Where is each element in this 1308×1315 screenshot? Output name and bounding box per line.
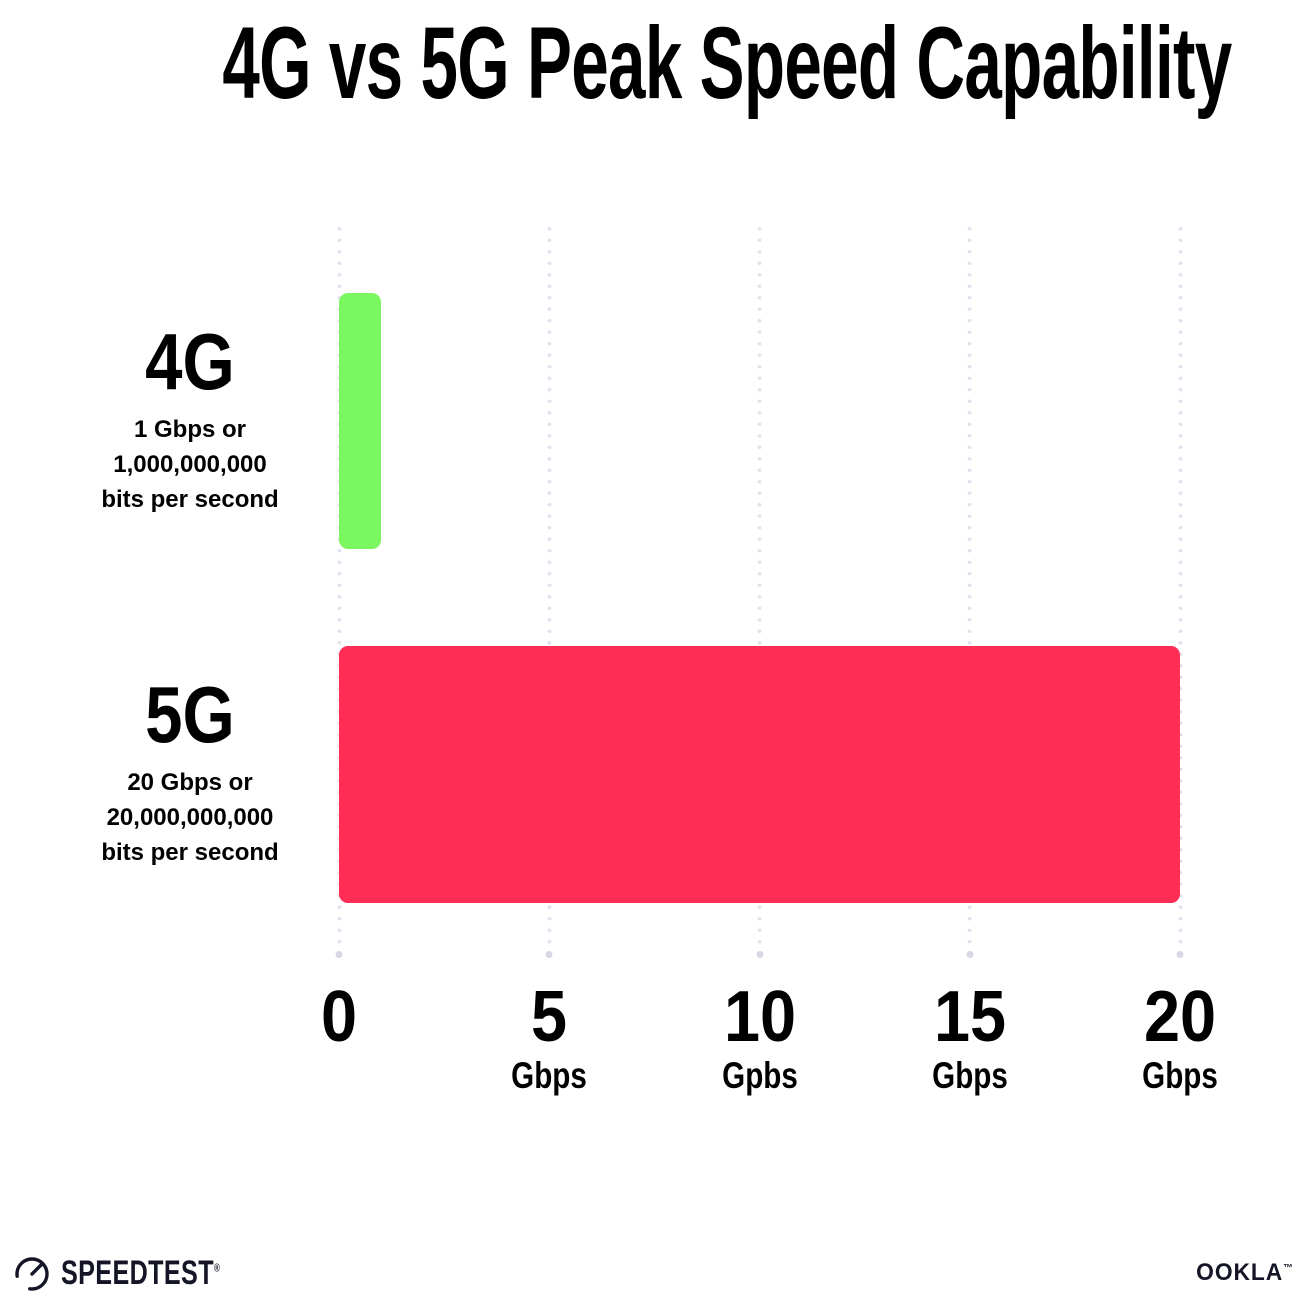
x-tick-number: 20 xyxy=(1143,977,1217,1057)
ookla-wordmark: OOKLA xyxy=(1196,1259,1284,1286)
ookla-logo: OOKLA™ xyxy=(1196,1261,1294,1285)
category-desc-5g: 20 Gbps or 20,000,000,000 bits per secon… xyxy=(60,765,320,870)
footer: SPEEDTEST® OOKLA™ xyxy=(0,1253,1308,1297)
desc-line: 20 Gbps or xyxy=(127,769,253,796)
desc-line: bits per second xyxy=(101,486,279,513)
row-label-4g: 4G 1 Gbps or 1,000,000,000 bits per seco… xyxy=(60,322,320,517)
bar-4g xyxy=(339,293,382,549)
speedtest-text: SPEEDTEST xyxy=(61,1254,214,1292)
speedometer-icon xyxy=(15,1257,49,1291)
desc-line: 20,000,000,000 xyxy=(106,804,274,831)
category-desc-4g: 1 Gbps or 1,000,000,000 bits per second xyxy=(60,412,320,517)
x-tick-number: 0 xyxy=(320,977,358,1057)
desc-line: 1,000,000,000 xyxy=(113,451,267,478)
bar-5g xyxy=(339,646,1180,903)
x-tick-unit: Gbps xyxy=(1142,1055,1218,1096)
row-label-5g: 5G 20 Gbps or 20,000,000,000 bits per se… xyxy=(60,675,320,870)
speedtest-wordmark: SPEEDTEST® xyxy=(61,1256,220,1290)
trademark-symbol: ™ xyxy=(1283,1263,1294,1274)
desc-line: 1 Gbps or xyxy=(133,416,247,443)
category-label-5g: 5G xyxy=(145,670,235,759)
x-tick-number: 10 xyxy=(723,977,797,1057)
x-tick-15: 15 Gbps xyxy=(850,981,1090,1094)
x-tick-unit: Gbps xyxy=(511,1055,587,1096)
gridline-20 xyxy=(1177,223,1183,951)
speedtest-logo: SPEEDTEST® xyxy=(12,1253,276,1293)
x-tick-5: 5 Gbps xyxy=(429,981,669,1094)
gridline-10 xyxy=(757,223,762,951)
category-label-4g: 4G xyxy=(145,317,235,406)
gridline-15 xyxy=(967,223,973,951)
x-tick-unit: Gbps xyxy=(932,1055,1008,1096)
plot-area xyxy=(336,223,1183,958)
x-tick-unit: Gpbs xyxy=(722,1055,798,1096)
x-tick-number: 5 xyxy=(530,977,568,1057)
x-tick-10: 10 Gpbs xyxy=(640,981,880,1094)
gridline-5 xyxy=(546,223,552,951)
x-tick-0: 0 xyxy=(219,981,459,1057)
x-tick-20: 20 Gbps xyxy=(1060,981,1300,1094)
gridline-0 xyxy=(336,223,342,951)
chart-title: 4G vs 5G Peak Speed Capability xyxy=(222,6,1232,120)
registered-trademark-symbol: ® xyxy=(213,1262,221,1275)
desc-line: bits per second xyxy=(101,839,279,866)
x-tick-number: 15 xyxy=(933,977,1007,1057)
